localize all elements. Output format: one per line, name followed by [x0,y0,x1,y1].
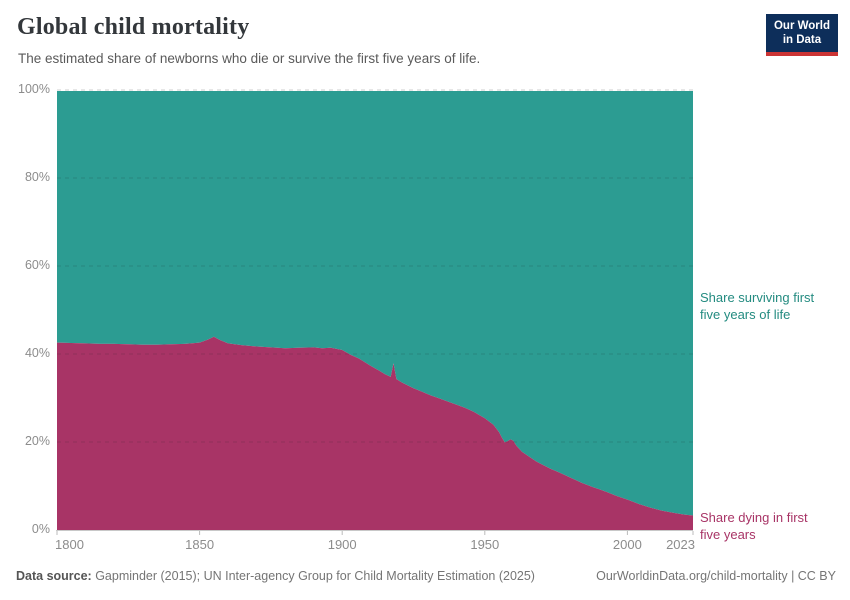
y-axis-tick-label: 0% [31,522,50,536]
y-axis-tick-label: 40% [24,346,50,360]
x-axis-tick-label: 1850 [185,537,215,552]
owid-logo-line1: Our World [773,20,830,32]
page-title: Global child mortality [17,14,250,40]
data-source-label: Data source: [16,569,92,583]
area-dying [57,336,693,530]
series-label-surviving: Share surviving first five years of life [700,290,815,322]
x-axis-tick-label: 1800 [55,537,84,552]
y-axis-tick-label: 100% [18,82,50,96]
data-source-text: Gapminder (2015); UN Inter-agency Group … [91,569,535,583]
owid-logo-line2: in Data [782,34,822,47]
owid-logo[interactable]: Our World in Data [765,14,838,56]
y-axis-tick-label: 60% [24,258,50,272]
x-axis-tick-label: 2000 [612,537,642,552]
y-axis-tick-label: 80% [24,170,50,184]
chart-subtitle: The estimated share of newborns who die … [18,51,481,66]
credit-link[interactable]: OurWorldinData.org/child-mortality | CC … [596,569,836,583]
x-axis-tick-label: 2023 [666,537,695,552]
series-label-dying: Share dying in first five years [700,510,808,542]
area-surviving [57,91,693,516]
x-axis-tick-label: 1950 [470,537,500,552]
x-axis-tick-label: 1900 [327,537,357,552]
data-source-note: Data source: Gapminder (2015); UN Inter-… [16,569,535,583]
y-axis-tick-label: 20% [24,434,50,448]
